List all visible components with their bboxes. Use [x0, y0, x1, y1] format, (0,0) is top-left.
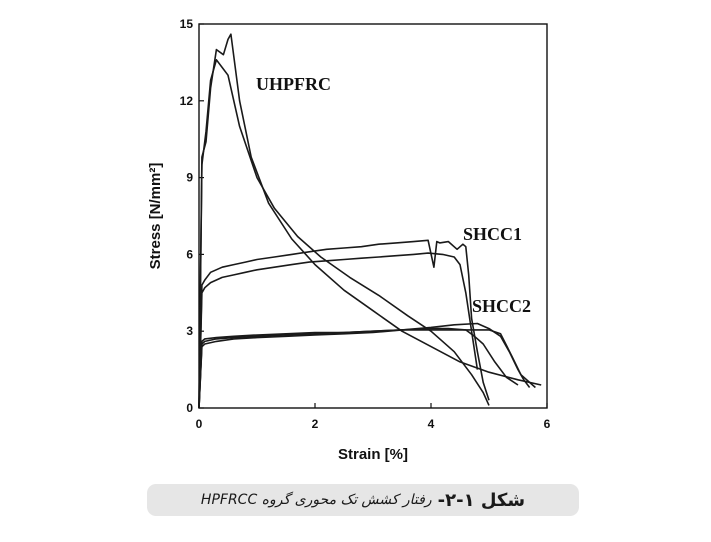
series-label-shcc2: SHCC2 [472, 296, 531, 316]
caption-figure-number: شکل ۱-۲- [437, 489, 526, 511]
y-tick-label: 15 [180, 17, 194, 31]
series-line-shcc1-2 [198, 252, 479, 409]
series-label-uhpfrc: UHPFRC [256, 74, 331, 94]
x-tick-label: 2 [312, 417, 319, 431]
caption-text: رفتار کشش تک محوری گروه HPFRCC [200, 492, 432, 508]
series-line-shcc2-2 [198, 327, 519, 409]
series-line-shcc1-1 [198, 239, 490, 409]
x-tick-label: 4 [428, 417, 435, 431]
x-tick-label: 6 [544, 417, 551, 431]
y-axis-title: Stress [N/mm²] [147, 163, 164, 270]
series-label-shcc1: SHCC1 [463, 224, 522, 244]
x-axis-title: Strain [%] [338, 446, 408, 463]
y-tick-label: 6 [186, 247, 193, 261]
y-tick-label: 0 [186, 401, 193, 415]
plot-frame [198, 23, 548, 409]
series-line-shcc2-3 [198, 329, 536, 409]
y-tick-label: 12 [180, 94, 194, 108]
y-tick-label: 9 [186, 171, 193, 185]
stress-strain-chart: 0 2 4 6 0 3 6 9 12 15 Strain [%] Stress [N/mm²] U… [147, 17, 551, 463]
figure-caption: شکل ۱-۲- رفتار کشش تک محوری گروه HPFRCC [147, 484, 579, 516]
y-tick-label: 3 [186, 324, 193, 338]
x-tick-label: 0 [196, 417, 203, 431]
series-line-uhpfrc-1 [198, 33, 542, 409]
series-line-uhpfrc-2 [198, 58, 490, 409]
